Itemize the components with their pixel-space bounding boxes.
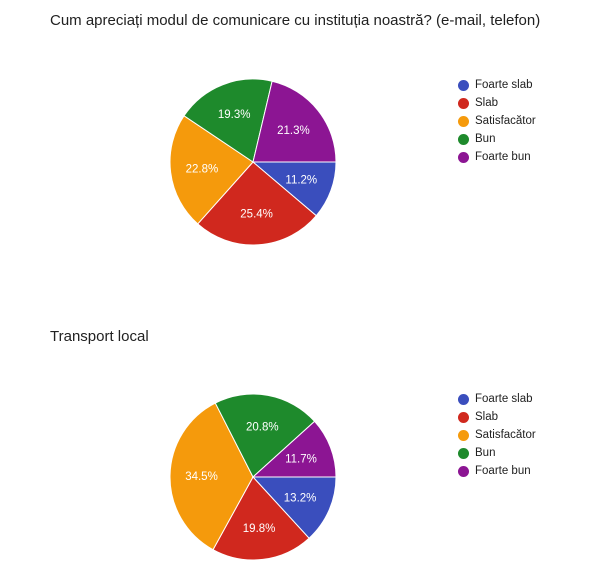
legend-swatch: [458, 447, 469, 459]
legend-item: Foarte bun: [458, 148, 536, 166]
chart-title: Cum apreciați modul de comunicare cu ins…: [50, 12, 541, 29]
legend-label: Foarte bun: [475, 151, 531, 163]
pie-slice-3: [169, 115, 254, 225]
legend-swatch: [458, 429, 469, 441]
legend-swatch: [458, 97, 469, 109]
legend-swatch: [458, 133, 469, 145]
legend: Foarte slab Slab Satisfacător Bun Foarte bun: [458, 390, 536, 480]
legend-label: Foarte bun: [475, 465, 531, 477]
pie-chart-communication: Cum apreciați modul de comunicare cu ins…: [50, 12, 541, 246]
legend-item: Slab: [458, 408, 536, 426]
pie-slices: [169, 78, 337, 246]
pie-slice-2: [197, 161, 317, 246]
pie-slice-label: 34.5%: [185, 471, 218, 483]
legend-label: Satisfacător: [475, 115, 536, 127]
pie-slice-5: [252, 80, 337, 163]
legend-item: Bun: [458, 130, 536, 148]
legend-label: Bun: [475, 133, 496, 145]
pie-slice-label: 20.8%: [246, 421, 279, 433]
pie-slice-label: 11.7%: [285, 454, 317, 466]
legend-label: Foarte slab: [475, 393, 533, 405]
pie-slice-5: [251, 420, 337, 478]
legend-swatch: [458, 115, 469, 127]
pie-svg: 11.2% 25.4% 22.8% 19.3% 21.3%: [169, 78, 337, 246]
legend-label: Slab: [475, 97, 499, 109]
pie-labels: 11.2% 25.4% 22.8% 19.3% 21.3%: [186, 109, 318, 220]
legend-item: Foarte slab: [458, 76, 536, 94]
legend-item: Satisfacător: [458, 112, 536, 130]
pie-slice-label: 13.2%: [284, 493, 317, 505]
pie-chart-transport: Transport local 13.2% 19.8% 34.5% 20.8% 11.7…: [0, 315, 600, 578]
legend-label: Satisfacător: [475, 429, 536, 441]
legend: Foarte slab Slab Satisfacător Bun Foarte bun: [458, 76, 536, 166]
pie-slice-3: [169, 402, 254, 551]
pie-svg: 13.2% 19.8% 34.5% 20.8% 11.7%: [169, 393, 337, 561]
pie-slice-label: 25.4%: [240, 208, 273, 220]
chart-title: Transport local: [50, 328, 149, 345]
pie-slice-label: 11.2%: [285, 175, 317, 187]
pie-slice-label: 22.8%: [186, 163, 219, 175]
legend-label: Slab: [475, 411, 499, 423]
legend-swatch: [458, 393, 469, 405]
pie-slice-label: 21.3%: [277, 125, 310, 137]
pie-slice-label: 19.3%: [218, 109, 251, 121]
legend-item: Satisfacător: [458, 426, 536, 444]
pie-slice-4: [214, 393, 316, 478]
pie-slice-label: 19.8%: [243, 523, 276, 535]
pie-slices: [169, 393, 337, 561]
legend-swatch: [458, 411, 469, 423]
legend-swatch: [458, 465, 469, 477]
legend-item: Bun: [458, 444, 536, 462]
legend-item: Slab: [458, 94, 536, 112]
legend-label: Bun: [475, 447, 496, 459]
legend-swatch: [458, 151, 469, 163]
legend-label: Foarte slab: [475, 79, 533, 91]
legend-item: Foarte slab: [458, 390, 536, 408]
pie-slice-1: [251, 476, 337, 539]
pie-slice-4: [183, 78, 273, 163]
pie-labels: 13.2% 19.8% 34.5% 20.8% 11.7%: [185, 421, 317, 535]
legend-item: Foarte bun: [458, 462, 536, 480]
pie-slice-2: [212, 476, 310, 561]
legend-swatch: [458, 79, 469, 91]
